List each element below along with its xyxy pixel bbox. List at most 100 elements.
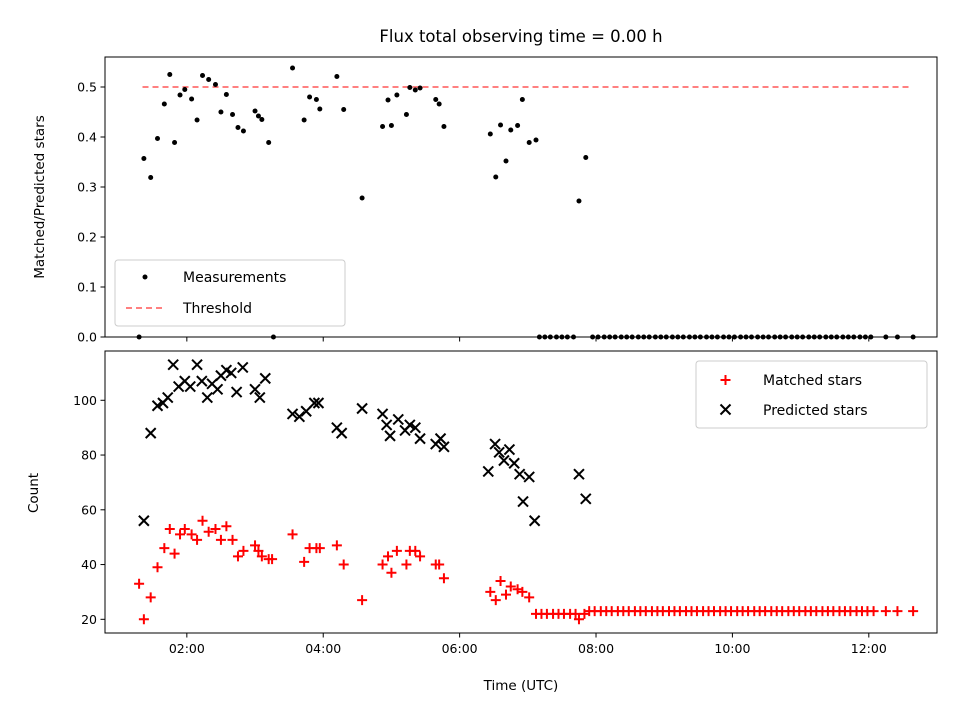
predicted-star-point <box>523 471 535 483</box>
measurement-point <box>252 108 258 114</box>
bottom-y-tick-label: 100 <box>73 393 97 408</box>
top-plot-frame <box>104 56 938 338</box>
predicted-star-point <box>225 367 237 379</box>
measurement-point <box>307 94 313 100</box>
matched-star-point <box>145 592 156 603</box>
matched-star-point <box>434 559 445 570</box>
measurement-point <box>341 107 347 112</box>
measurement-point <box>206 77 212 82</box>
predicted-star-point <box>380 419 393 431</box>
bottom-y-tick-label: 60 <box>81 502 97 517</box>
matched-star-point <box>500 589 511 600</box>
matched-star-point <box>880 606 891 617</box>
measurement-point <box>212 82 218 87</box>
bottom-x-tick-label: 08:00 <box>578 641 614 656</box>
measurement-point <box>301 117 307 123</box>
x-axis-title: Time (UTC) <box>483 678 559 694</box>
measurement-point <box>148 175 154 180</box>
bottom-legend-box <box>695 360 928 429</box>
measurement-point <box>515 123 521 128</box>
predicted-star-point <box>493 446 505 459</box>
measurement-point <box>255 113 261 119</box>
predicted-star-point <box>513 468 526 480</box>
bottom-x-tick-label: 10:00 <box>714 641 750 656</box>
measurement-point <box>235 125 241 130</box>
top-y-axis-title: Matched/Predicted stars <box>32 115 48 278</box>
measurement-point <box>266 140 272 145</box>
measurement-point <box>223 92 229 97</box>
measurement-point <box>508 127 514 133</box>
measurement-point <box>240 128 246 134</box>
top-y-tick-label: 0.0 <box>77 330 97 345</box>
matched-star-point <box>331 540 342 551</box>
measurement-point <box>177 92 183 98</box>
matched-star-point <box>203 526 214 537</box>
measurement-point <box>388 123 394 128</box>
measurement-point <box>230 112 236 117</box>
matched-star-point <box>210 523 221 534</box>
measurement-point <box>317 106 323 112</box>
predicted-star-point <box>151 400 164 412</box>
matched-star-point <box>391 545 402 556</box>
predicted-star-point <box>259 372 271 385</box>
matched-star-point <box>175 529 186 540</box>
predicted-star-point <box>414 432 426 445</box>
matched-star-point <box>410 545 421 556</box>
matched-star-point <box>415 551 426 562</box>
matched-star-point <box>232 551 243 562</box>
predicted-star-point <box>138 515 150 527</box>
matched-star-point <box>570 608 581 619</box>
measurement-point <box>200 73 206 78</box>
chart-title: Flux total observing time = 0.00 h <box>379 27 662 46</box>
predicted-star-point <box>438 441 450 453</box>
predicted-star-point <box>392 413 404 426</box>
predicted-star-point <box>356 402 368 415</box>
matched-star-point <box>495 575 506 586</box>
matched-star-point <box>159 543 170 554</box>
predicted-star-point <box>508 457 520 469</box>
matched-star-point <box>152 562 163 573</box>
matched-star-point <box>338 559 349 570</box>
legend-marker-matched-stars <box>720 375 731 385</box>
predicted-star-point <box>404 419 416 431</box>
matched-star-point <box>357 595 368 606</box>
matched-star-point <box>524 592 535 603</box>
predicted-star-point <box>249 383 261 396</box>
predicted-star-point <box>237 361 249 374</box>
matched-star-point <box>227 534 238 545</box>
matched-star-point <box>256 551 267 562</box>
top-y-tick-label: 0.1 <box>77 280 97 295</box>
top-legend: Measurements Threshold <box>114 259 346 327</box>
measurement-point <box>167 72 173 77</box>
bottom-legend: Matched stars Predicted stars <box>695 360 928 429</box>
predicted-star-point <box>254 391 266 404</box>
bottom-y-tick-label: 20 <box>81 612 97 627</box>
measurement-point <box>487 131 493 137</box>
predicted-star-point <box>580 493 592 505</box>
measurement-point <box>218 109 224 115</box>
matched-star-point <box>314 543 325 554</box>
matched-star-point <box>438 573 449 584</box>
measurement-point <box>394 92 400 98</box>
measurement-point <box>433 97 439 102</box>
predicted-star-point <box>434 432 447 445</box>
matched-star-point <box>505 581 516 592</box>
matched-star-point <box>386 567 397 578</box>
measurement-point <box>503 158 509 164</box>
predicted-star-point <box>498 454 510 467</box>
measurement-point <box>194 117 200 123</box>
predicted-star-point <box>144 427 157 439</box>
measurement-point <box>189 96 195 102</box>
predicted-star-point <box>308 397 321 409</box>
legend-label-predicted-stars: Predicted stars <box>763 403 868 419</box>
predicted-star-point <box>196 375 208 387</box>
predicted-star-point <box>528 515 541 527</box>
matched-star-point <box>868 606 879 617</box>
matched-star-point <box>383 551 394 562</box>
predicted-star-point <box>162 391 174 404</box>
matched-star-point <box>221 521 232 532</box>
predicted-star-point <box>489 438 501 450</box>
bottom-y-axis-title: Count <box>26 473 42 513</box>
predicted-star-point <box>167 358 179 371</box>
